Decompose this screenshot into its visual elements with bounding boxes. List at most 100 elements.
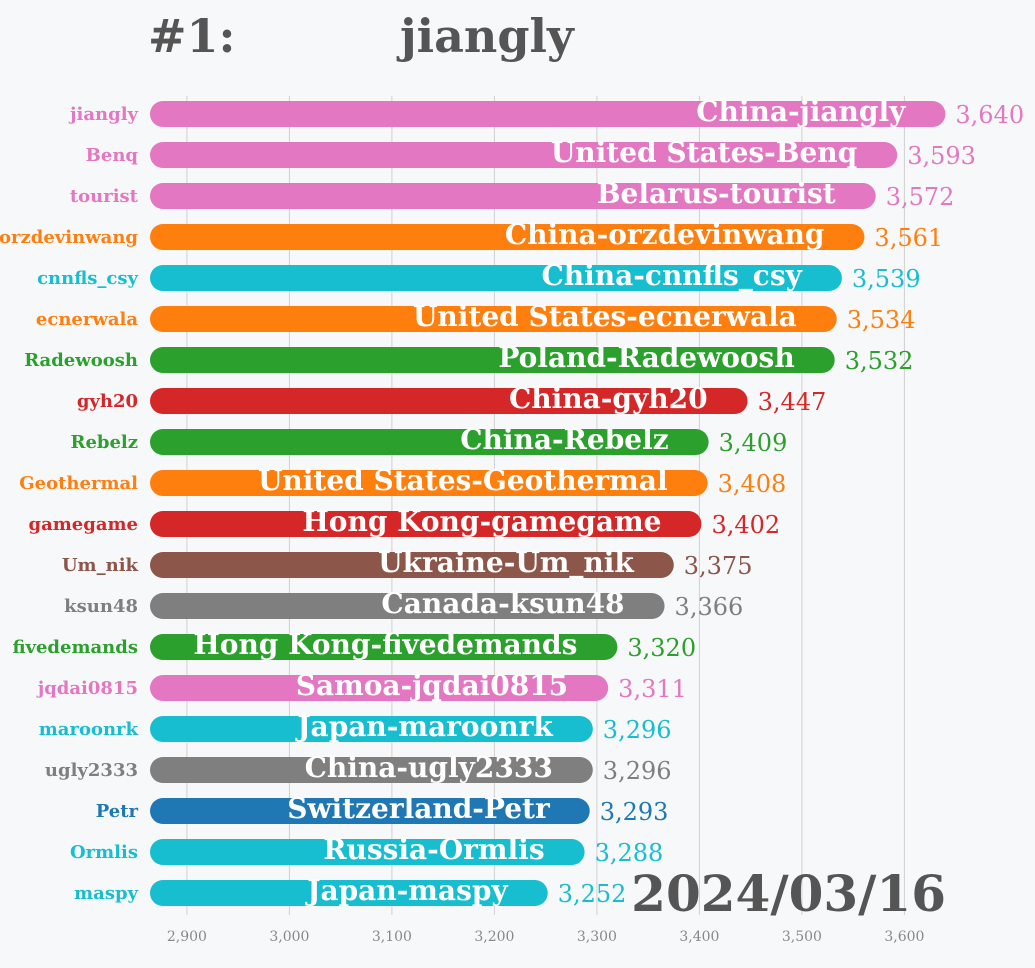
bar-value-label: 3,409 — [719, 429, 788, 457]
bar-value-label: 3,252 — [558, 880, 627, 908]
bar-value-label: 3,402 — [711, 511, 780, 539]
x-axis-ticks: 2,900 3,000 3,100 3,200 3,300 3,400 3,500 3,600 — [167, 929, 925, 945]
bar-inner-label: Hong Kong-gamegame — [302, 505, 661, 538]
bar-row: fivedemands Hong Kong-fivedemands 3,320 — [12, 628, 696, 662]
bar-value-label: 3,532 — [845, 347, 914, 375]
bar-row: maroonrk Japan-maroonrk 3,296 — [39, 710, 672, 744]
bar-row: orzdevinwang China-orzdevinwang 3,561 — [0, 218, 943, 252]
bar-name-label: jqdai0815 — [36, 678, 138, 699]
bar-value-label: 3,539 — [852, 265, 921, 293]
bar-row: Geothermal United States-Geothermal 3,408 — [19, 464, 786, 498]
bar-name-label: jiangly — [68, 104, 139, 125]
bar-name-label: Rebelz — [70, 432, 138, 453]
bar-name-label: ugly2333 — [45, 760, 138, 781]
bar-value-label: 3,593 — [907, 142, 976, 170]
bar — [150, 142, 898, 168]
x-tick-label: 3,000 — [269, 929, 309, 945]
bar — [150, 757, 593, 783]
bar-value-label: 3,572 — [886, 183, 955, 211]
bar-value-label: 3,293 — [600, 798, 669, 826]
bar-name-label: maroonrk — [39, 719, 139, 740]
bar — [150, 183, 876, 209]
bar — [150, 101, 946, 127]
bar-row: maspy Japan-maspy 3,252 — [74, 874, 626, 908]
bar-row: tourist Belarus-tourist 3,572 — [70, 177, 955, 211]
bar-inner-label: Hong Kong-fivedemands — [193, 628, 577, 661]
bar-name-label: Petr — [96, 801, 139, 822]
bar-inner-label: United States-Geothermal — [258, 464, 668, 497]
bar-inner-label: China-Rebelz — [460, 423, 668, 456]
bar-value-label: 3,320 — [627, 634, 696, 662]
bar-value-label: 3,366 — [675, 593, 744, 621]
bar — [150, 347, 835, 373]
bar — [150, 306, 837, 332]
bar-value-label: 3,534 — [847, 306, 916, 334]
bar — [150, 511, 702, 537]
bar-row: Um_nik Ukraine-Um_nik 3,375 — [62, 546, 753, 580]
bar-name-label: gyh20 — [77, 391, 138, 412]
bar-inner-label: Ukraine-Um_nik — [378, 546, 634, 579]
x-tick-label: 3,200 — [474, 929, 514, 945]
bar-inner-label: Canada-ksun48 — [381, 587, 624, 620]
bar-row: Benq United States-Benq 3,593 — [86, 136, 976, 170]
bar-value-label: 3,375 — [684, 552, 753, 580]
x-tick-label: 3,300 — [577, 929, 617, 945]
bar-name-label: Um_nik — [62, 555, 139, 576]
bar-value-label: 3,561 — [874, 224, 943, 252]
bar-row: Rebelz China-Rebelz 3,409 — [70, 423, 787, 457]
bar-row: Ormlis Russia-Ormlis 3,288 — [70, 833, 663, 867]
bar — [150, 634, 618, 660]
bar-row: gamegame Hong Kong-gamegame 3,402 — [29, 505, 781, 539]
bar-name-label: Radewoosh — [24, 350, 138, 371]
bar-name-label: Benq — [86, 145, 139, 166]
x-tick-label: 3,400 — [679, 929, 719, 945]
bar-value-label: 3,408 — [718, 470, 787, 498]
bar-row: jiangly China-jiangly 3,640 — [68, 95, 1024, 129]
bar-name-label: maspy — [74, 883, 138, 904]
bar-inner-label: China-gyh20 — [509, 382, 708, 415]
bar-inner-label: China-jiangly — [696, 95, 906, 128]
bar-inner-label: China-cnnfls_csy — [542, 259, 803, 292]
bar-name-label: tourist — [70, 186, 139, 207]
bar-row: ecnerwala United States-ecnerwala 3,534 — [36, 300, 916, 334]
bar-value-label: 3,447 — [758, 388, 827, 416]
bar-inner-label: Poland-Radewoosh — [498, 341, 794, 374]
bar-inner-label: Samoa-jqdai0815 — [296, 669, 568, 702]
bar — [150, 224, 865, 250]
bar-inner-label: United States-ecnerwala — [413, 300, 797, 333]
bar-row: gyh20 China-gyh20 3,447 — [77, 382, 826, 416]
bar — [150, 593, 665, 619]
bar-row: Radewoosh Poland-Radewoosh 3,532 — [24, 341, 913, 375]
bar-inner-label: Japan-maspy — [304, 874, 508, 907]
bar-inner-label: United States-Benq — [551, 136, 857, 169]
bar-value-label: 3,311 — [618, 675, 687, 703]
bar-inner-label: Russia-Ormlis — [323, 833, 544, 866]
bar-inner-label: China-ugly2333 — [305, 751, 553, 784]
bars: jiangly China-jiangly 3,640 Benq United Stat… — [0, 95, 1024, 908]
bar-name-label: fivedemands — [12, 637, 138, 658]
bar-inner-label: Switzerland-Petr — [287, 792, 551, 825]
x-tick-label: 2,900 — [167, 929, 207, 945]
bar — [150, 388, 748, 414]
bar — [150, 716, 593, 742]
bar-value-label: 3,296 — [603, 716, 672, 744]
bar — [150, 429, 709, 455]
x-tick-label: 3,600 — [884, 929, 924, 945]
bar-inner-label: Japan-maroonrk — [294, 710, 553, 743]
bar — [150, 839, 585, 865]
bar — [150, 880, 548, 906]
bar — [150, 552, 674, 578]
bar-name-label: Ormlis — [70, 842, 138, 863]
bar-value-label: 3,288 — [595, 839, 664, 867]
bar-name-label: ksun48 — [64, 596, 138, 617]
bar — [150, 798, 590, 824]
bar-inner-label: Belarus-tourist — [597, 177, 836, 210]
bar-inner-label: China-orzdevinwang — [505, 218, 825, 251]
bar-name-label: cnnfls_csy — [37, 268, 138, 289]
x-tick-label: 3,500 — [782, 929, 822, 945]
bar-row: ksun48 Canada-ksun48 3,366 — [64, 587, 743, 621]
bar-name-label: ecnerwala — [36, 309, 138, 330]
leader-name: jiangly — [396, 9, 575, 63]
bar-row: cnnfls_csy China-cnnfls_csy 3,539 — [37, 259, 921, 293]
